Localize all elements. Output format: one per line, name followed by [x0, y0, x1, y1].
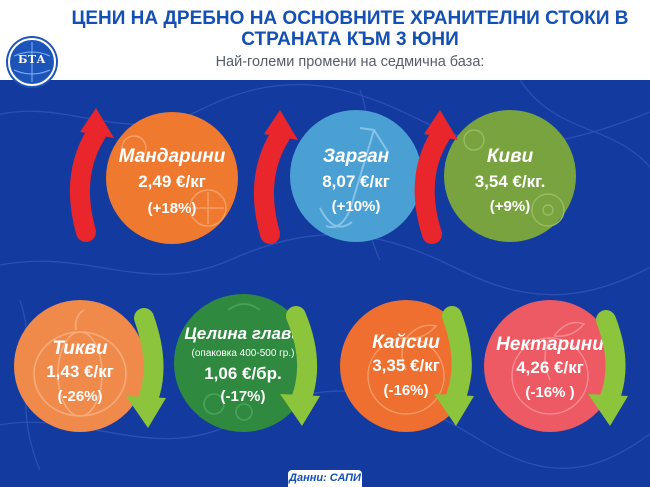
- item-change: (+9%): [489, 198, 531, 215]
- item-price: 8,07 €/кг: [322, 172, 390, 191]
- item-price: 1,43 €/кг: [46, 362, 114, 381]
- fish-icon: [319, 127, 389, 229]
- item-card-mandarins: Мандарини 2,49 €/кг (+18%): [106, 112, 238, 244]
- item-name: Тикви: [52, 338, 108, 359]
- item-name: Целина глави: [184, 324, 302, 343]
- item-card-garfish: Зарган 8,07 €/кг (+10%): [290, 110, 422, 242]
- item-change: (-17%): [220, 388, 266, 405]
- apricot-icon: [367, 324, 445, 415]
- item-name: Нектарини: [496, 334, 604, 355]
- item-name: Зарган: [322, 146, 390, 167]
- item-note: (опаковка 400-500 гр.): [191, 348, 295, 359]
- nectarine-icon: [511, 321, 589, 415]
- item-change: (-26%): [57, 388, 103, 405]
- item-name: Кайсии: [372, 332, 440, 353]
- item-price: 4,26 €/кг: [516, 358, 584, 377]
- globe-icon: [13, 42, 51, 82]
- item-card-pumpkins: Тикви 1,43 €/кг (-26%): [14, 300, 146, 432]
- down-arrow-icon: [434, 306, 474, 426]
- item-card-kiwi: Киви 3,54 €/кг. (+9%): [444, 110, 576, 242]
- item-change: (-16% ): [525, 384, 575, 401]
- item-card-nectarines: Нектарини 4,26 €/кг (-16% ): [484, 300, 616, 432]
- source-footer: Данни: САПИ: [288, 470, 362, 487]
- item-name: Мандарини: [118, 146, 226, 167]
- logo-lettering: БТА: [17, 53, 47, 66]
- item-price: 3,54 €/кг.: [474, 172, 546, 191]
- mandarin-icon: [121, 135, 227, 227]
- up-arrow-icon: [253, 110, 298, 244]
- bta-logo: БТА: [8, 38, 56, 86]
- item-price: 2,49 €/кг: [138, 172, 206, 191]
- item-change: (-16%): [383, 382, 429, 399]
- page-subtitle: Най-големи промени на седмична база:: [215, 54, 485, 70]
- down-arrow-icon: [126, 308, 166, 428]
- item-change: (+10%): [331, 198, 381, 215]
- celery-icon: [203, 303, 261, 421]
- item-name: Киви: [486, 146, 534, 167]
- down-arrow-icon: [588, 310, 628, 426]
- up-arrow-icon: [414, 110, 458, 244]
- down-arrow-icon: [280, 306, 320, 426]
- pumpkin-icon: [33, 309, 127, 417]
- item-change: (+18%): [147, 200, 197, 217]
- header: БТА ЦЕНИ НА ДРЕБНО НА ОСНОВНИТЕ ХРАНИТЕЛ…: [0, 0, 650, 86]
- page-title: ЦЕНИ НА ДРЕБНО НА ОСНОВНИТЕ ХРАНИТЕЛНИ С…: [71, 8, 629, 50]
- up-arrow-icon: [69, 108, 114, 242]
- kiwi-icon: [463, 129, 565, 227]
- item-price: 3,35 €/кг: [372, 356, 440, 375]
- item-price: 1,06 €/бр.: [204, 364, 282, 383]
